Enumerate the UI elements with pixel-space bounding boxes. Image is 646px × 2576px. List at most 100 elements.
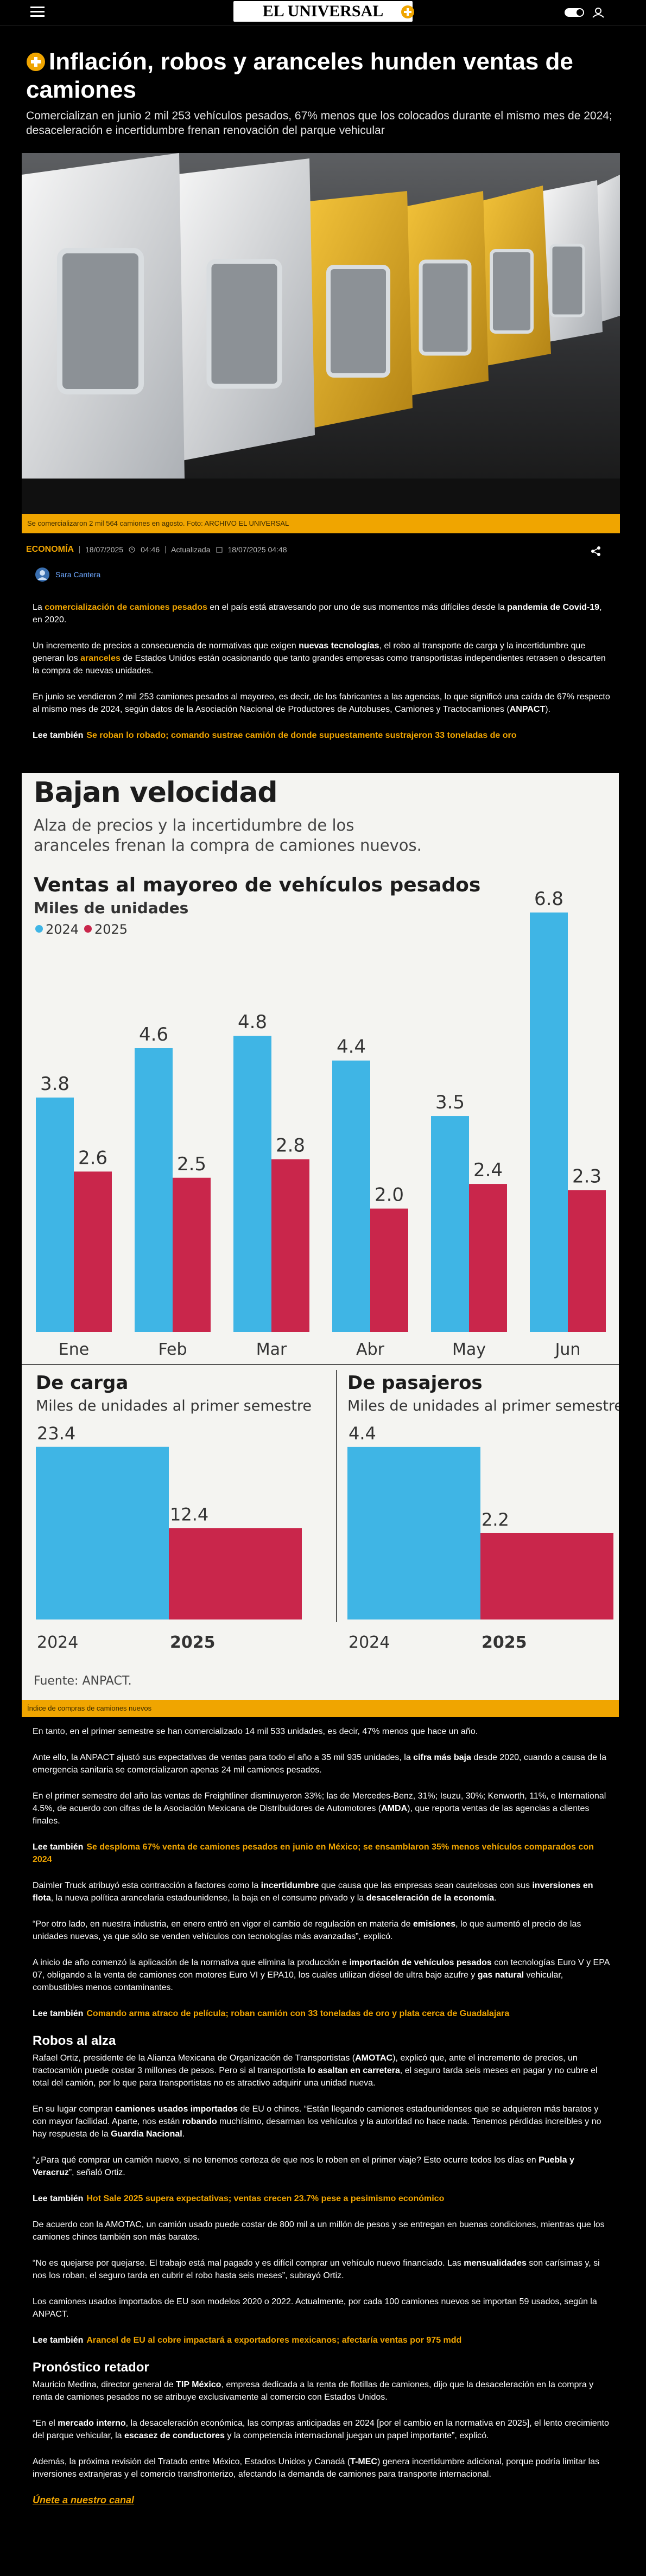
text-run: , en 2020. <box>33 603 602 624</box>
text-run: ), que reporta ventas de las agencias a … <box>33 1804 590 1826</box>
related-link: Lee también Hot Sale 2025 supera expectat… <box>33 2192 613 2205</box>
text-run: ANPACT <box>509 705 546 714</box>
related-title[interactable]: Se desploma 67% venta de camiones pesado… <box>33 1842 594 1864</box>
bar <box>332 1060 370 1332</box>
related-title[interactable]: Hot Sale 2025 supera expectativas; venta… <box>86 2194 445 2203</box>
text-run: En el primer semestre del año las ventas… <box>33 1791 606 1813</box>
related-link: Lee también Se roban lo robado; comando s… <box>33 729 613 742</box>
bar <box>271 1159 309 1332</box>
bar <box>169 1528 302 1619</box>
article-body: En tanto, en el primer semestre se han c… <box>33 1725 613 2521</box>
related-title[interactable]: Se roban lo robado; comando sustrae cami… <box>86 731 517 740</box>
title-text: Inflación, robos y aranceles hunden vent… <box>26 48 573 103</box>
related-link: Lee también Arancel de EU al cobre impact… <box>33 2334 613 2347</box>
related-link: Lee también Se desploma 67% venta de cami… <box>33 1841 613 1866</box>
image-caption: Se comercializaron 2 mil 564 camiones en… <box>22 514 620 533</box>
text-run: “Por otro lado, en nuestra industria, en… <box>33 1920 413 1929</box>
value-label: 6.8 <box>534 888 563 910</box>
source: Fuente: ANPACT. <box>34 1674 132 1688</box>
inline-link[interactable]: comercialización de camiones pesados <box>45 603 207 612</box>
value-label: 4.6 <box>139 1024 168 1045</box>
bar <box>347 1446 480 1619</box>
share-icon[interactable] <box>591 546 601 557</box>
text-run: desaceleración de la economía <box>366 1893 495 1903</box>
paragraph: “Por otro lado, en nuestra industria, en… <box>33 1918 613 1943</box>
text-run: ), explicó que, ante el incremento de pr… <box>33 2054 578 2075</box>
x-tick-label: Jun <box>554 1340 581 1359</box>
paragraph: Rafael Ortiz, presidente de la Alianza M… <box>33 2052 613 2089</box>
paragraph: De acuerdo con la AMOTAC, un camión usad… <box>33 2218 613 2243</box>
logo[interactable]: EL UNIVERSAL <box>233 1 413 22</box>
menu-icon[interactable] <box>30 7 45 17</box>
text-run: incertidumbre <box>261 1881 319 1890</box>
paragraph: En su lugar compran camiones usados impo… <box>33 2103 613 2140</box>
paragraph: Mauricio Medina, director general de TIP… <box>33 2379 613 2403</box>
value-label: 2.5 <box>177 1153 206 1175</box>
clock-icon <box>129 546 135 553</box>
separator <box>165 546 166 553</box>
author-name[interactable]: Sara Cantera <box>55 570 101 579</box>
infographic-subtitle: Alza de precios y la incertidumbre de lo… <box>34 816 422 855</box>
x-tick-label: Ene <box>59 1340 89 1359</box>
value-label: 2.0 <box>375 1184 404 1206</box>
section-heading: Pronóstico retador <box>33 2360 149 2375</box>
text-run: Rafael Ortiz, presidente de la Alianza M… <box>33 2054 356 2063</box>
paragraph: “¿Para qué comprar un camión nuevo, si n… <box>33 2154 613 2179</box>
text-run: Daimler Truck atribuyó esta contracción … <box>33 1881 261 1890</box>
legend-label: 2024 <box>46 922 79 937</box>
text-run: AMDA <box>381 1804 408 1813</box>
infographic-caption: Índice de compras de camiones nuevos <box>22 1700 619 1717</box>
x-tick-label: 2025 <box>170 1633 216 1652</box>
paragraph: Además, la próxima revisión del Tratado … <box>33 2456 613 2481</box>
text-run: “En el <box>33 2419 58 2428</box>
text-run: , el seguro tarda seis meses en pagar y … <box>33 2066 598 2088</box>
separator <box>79 546 80 553</box>
bar <box>36 1446 169 1619</box>
cta-link[interactable]: Únete a nuestro canal <box>33 2495 135 2505</box>
x-tick-label: Mar <box>256 1340 287 1359</box>
article-subtitle: Comercializan en junio 2 mil 253 vehícul… <box>26 110 612 137</box>
value-label: 2.8 <box>276 1135 305 1157</box>
related-title[interactable]: Arancel de EU al cobre impactará a expor… <box>86 2336 462 2345</box>
text-run: A inicio de año comenzó la aplicación de… <box>33 1958 350 1967</box>
text-run: nuevas tecnologías <box>299 641 379 651</box>
calendar-icon <box>216 547 223 553</box>
x-tick-label: 2025 <box>482 1633 527 1652</box>
text-run: , el robo al transporte de carga y la in… <box>33 641 586 663</box>
text-run: ”, señaló Ortiz. <box>68 2168 125 2177</box>
bar <box>36 1097 74 1332</box>
text-run: , la desaceleración económica, las compr… <box>33 2419 609 2440</box>
plus-icon <box>27 53 45 71</box>
logo-plus <box>401 5 414 18</box>
related-label: Lee también <box>33 2194 84 2203</box>
infographic-title: Bajan velocidad <box>34 776 278 809</box>
panel-title: De pasajeros <box>347 1372 483 1394</box>
bar <box>469 1184 507 1332</box>
article-meta: ECONOMÍA 18/07/2025 04:46 Actualizada 18… <box>26 545 287 554</box>
bar <box>370 1208 408 1332</box>
value-label: 4.4 <box>349 1423 376 1444</box>
text-run: de EU o chinos. “Están llegando camiones… <box>33 2105 599 2126</box>
panel-title: De carga <box>36 1372 128 1394</box>
related-label: Lee también <box>33 2336 84 2345</box>
inline-link[interactable]: aranceles <box>80 654 121 663</box>
text-run: Mauricio Medina, director general de <box>33 2380 176 2389</box>
value-label: 3.5 <box>435 1092 465 1113</box>
publish-date: 18/07/2025 <box>85 545 124 554</box>
publish-time: 04:46 <box>141 545 160 554</box>
bar <box>480 1533 613 1619</box>
legend-swatch <box>35 925 43 933</box>
related-title[interactable]: Comando arma atraco de película; roban c… <box>86 2009 510 2018</box>
text-run: TIP México <box>176 2380 221 2389</box>
text-run: con tecnologías Euro V y EPA 07, obligan… <box>33 1958 610 1980</box>
text-run: inversiones en flota <box>33 1881 593 1903</box>
theme-toggle[interactable] <box>565 7 608 18</box>
cta: Únete a nuestro canal <box>33 2494 613 2507</box>
text-run: , lo que aumentó el precio de las unidad… <box>33 1920 581 1941</box>
value-label: 2.4 <box>473 1159 503 1181</box>
paragraph: Ante ello, la ANPACT ajustó sus expectat… <box>33 1751 613 1776</box>
x-tick-label: May <box>452 1340 486 1359</box>
section[interactable]: ECONOMÍA <box>26 545 74 554</box>
text-run: de Estados Unidos están ocasionando que … <box>33 654 606 675</box>
text-run: vehicular, combustibles menos contaminan… <box>33 1971 563 1992</box>
